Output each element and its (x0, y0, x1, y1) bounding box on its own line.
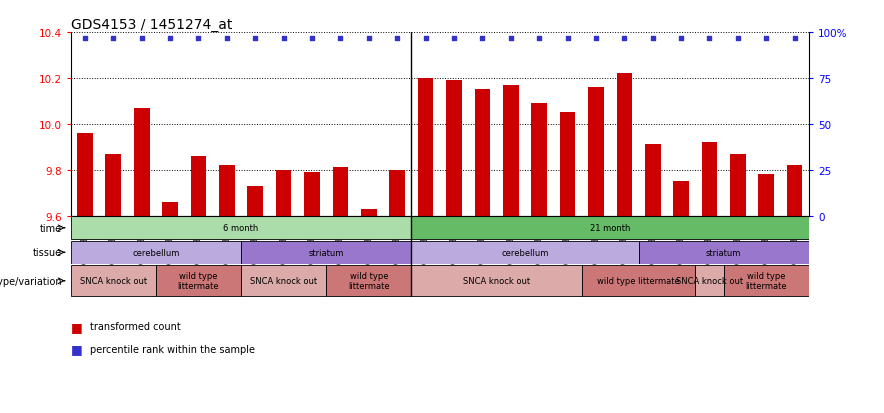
Point (447, 36, 461, 42)
Bar (758, 175, 774, 216)
Bar (326, 266, 411, 297)
Text: cerebellum: cerebellum (501, 248, 549, 257)
Bar (71, 266, 156, 297)
Bar (560, 113, 575, 216)
Text: wild type
littermate: wild type littermate (745, 271, 787, 291)
Bar (411, 266, 582, 297)
Point (589, 36, 603, 42)
Bar (163, 202, 178, 216)
Bar (411, 241, 638, 264)
Point (418, 36, 432, 42)
Point (476, 36, 490, 42)
Bar (304, 173, 320, 216)
Bar (645, 145, 660, 216)
Bar (332, 168, 348, 216)
Text: SNCA knock out: SNCA knock out (676, 277, 743, 285)
Bar (389, 170, 405, 216)
Bar (588, 88, 604, 216)
Point (674, 36, 688, 42)
Bar (156, 266, 241, 297)
Point (248, 36, 263, 42)
Text: striatum: striatum (706, 248, 742, 257)
Point (759, 36, 774, 42)
Bar (702, 143, 717, 216)
Point (532, 36, 546, 42)
Text: SNCA knock out: SNCA knock out (80, 277, 147, 285)
Point (731, 36, 745, 42)
Bar (638, 241, 809, 264)
Bar (418, 79, 433, 216)
Bar (105, 154, 121, 216)
Point (78, 36, 92, 42)
Bar (475, 90, 491, 216)
Point (220, 36, 234, 42)
Point (617, 36, 631, 42)
Text: wild type
littermate: wild type littermate (348, 271, 390, 291)
Bar (411, 217, 809, 240)
Text: ■: ■ (71, 320, 82, 333)
Text: genotype/variation: genotype/variation (0, 276, 62, 286)
Point (390, 36, 404, 42)
Bar (696, 266, 724, 297)
Bar (582, 266, 696, 297)
Text: SNCA knock out: SNCA knock out (250, 277, 317, 285)
Bar (133, 109, 149, 216)
Bar (219, 166, 234, 216)
Bar (71, 217, 411, 240)
Point (106, 36, 120, 42)
Text: 6 month: 6 month (224, 224, 259, 233)
Bar (531, 104, 547, 216)
Point (134, 36, 149, 42)
Bar (446, 81, 461, 216)
Point (192, 36, 206, 42)
Text: ■: ■ (71, 342, 82, 356)
Text: GDS4153 / 1451274_at: GDS4153 / 1451274_at (71, 18, 232, 32)
Text: wild type
littermate: wild type littermate (178, 271, 219, 291)
Bar (616, 74, 632, 216)
Bar (787, 166, 803, 216)
Point (277, 36, 291, 42)
Point (362, 36, 376, 42)
Point (163, 36, 177, 42)
Bar (276, 170, 292, 216)
Point (703, 36, 717, 42)
Text: tissue: tissue (33, 248, 62, 258)
Bar (674, 182, 689, 216)
Text: wild type littermate: wild type littermate (598, 277, 680, 285)
Text: 21 month: 21 month (590, 224, 630, 233)
Text: cerebellum: cerebellum (133, 248, 179, 257)
Bar (248, 186, 263, 216)
Bar (241, 241, 411, 264)
Bar (77, 134, 93, 216)
Text: SNCA knock out: SNCA knock out (463, 277, 530, 285)
Text: transformed count: transformed count (90, 321, 181, 331)
Bar (361, 209, 377, 216)
Text: percentile rank within the sample: percentile rank within the sample (90, 344, 255, 354)
Bar (724, 266, 809, 297)
Text: time: time (40, 223, 62, 233)
Bar (241, 266, 326, 297)
Bar (503, 85, 519, 216)
Bar (191, 157, 206, 216)
Text: striatum: striatum (309, 248, 344, 257)
Point (645, 36, 659, 42)
Point (333, 36, 347, 42)
Point (504, 36, 518, 42)
Point (305, 36, 319, 42)
Point (560, 36, 575, 42)
Bar (730, 154, 746, 216)
Bar (71, 241, 241, 264)
Point (788, 36, 802, 42)
